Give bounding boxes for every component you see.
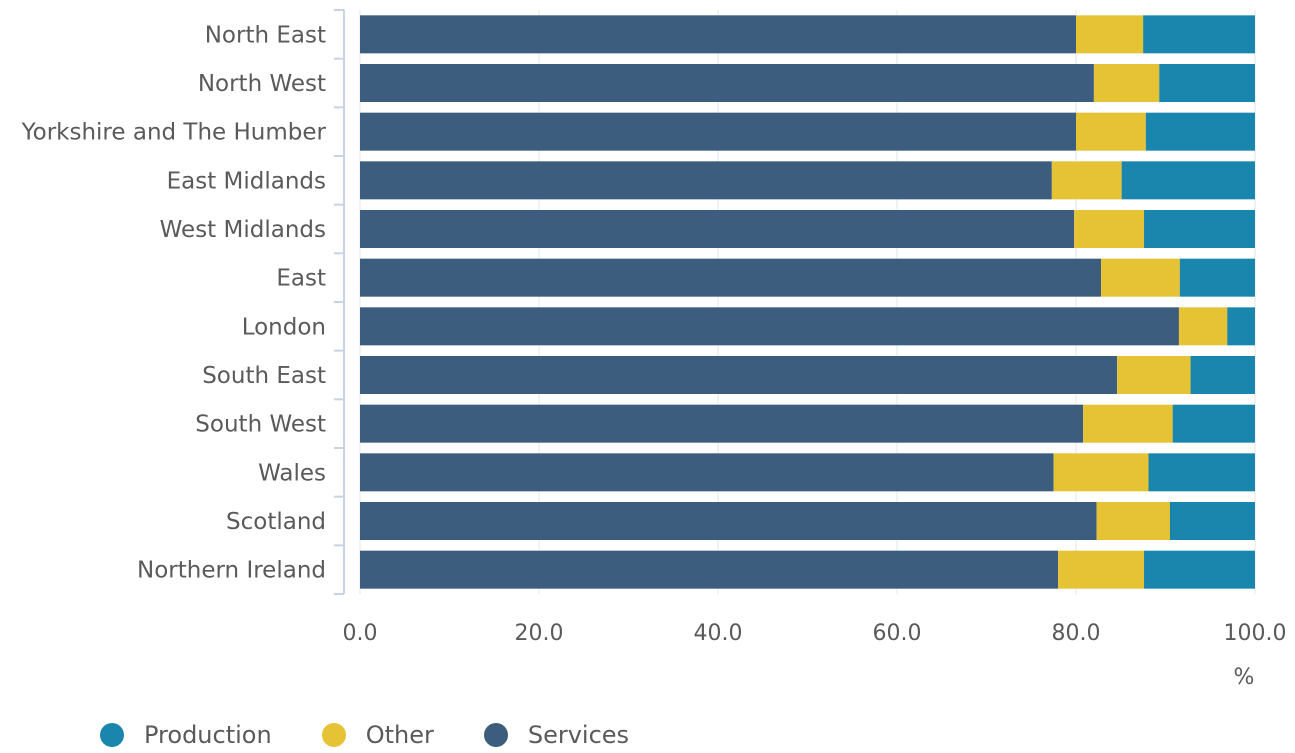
bar-production-scotland	[1169, 502, 1255, 540]
bar-other-west-midlands	[1074, 210, 1145, 248]
stacked-bar-chart: North East North West Yorkshire and The Hu…	[21, 9, 1287, 690]
category-labels: North East North West Yorkshire and The Hu…	[21, 22, 327, 583]
x-tick-label: 40.0	[694, 621, 743, 646]
x-axis-unit-label: %	[1234, 665, 1255, 690]
bar-other-north-west	[1093, 64, 1160, 102]
bar-services-wales	[360, 453, 1054, 492]
bar-other-east-midlands	[1051, 161, 1122, 200]
bar-production-london	[1227, 307, 1255, 346]
category-label: Scotland	[226, 509, 326, 535]
bar-production-west-midlands	[1144, 210, 1255, 248]
category-label: Northern Ireland	[137, 558, 326, 584]
category-label: Wales	[258, 460, 326, 486]
bar-services-scotland	[360, 502, 1097, 540]
category-label: East	[276, 266, 326, 292]
category-axis	[334, 9, 345, 595]
bar-production-south-west	[1172, 404, 1255, 443]
bar-services-northern-ireland	[360, 550, 1059, 589]
bar-other-south-east	[1117, 356, 1191, 394]
category-label: North West	[198, 71, 326, 97]
legend-item-services[interactable]: Services	[483, 721, 630, 749]
bar-services-south-east	[360, 356, 1118, 394]
legend-item-production[interactable]: Production	[100, 721, 272, 749]
x-tick-label: 80.0	[1052, 621, 1101, 646]
legend-swatch	[321, 723, 346, 747]
category-label: East Midlands	[167, 168, 326, 194]
x-tick-label: 0.0	[343, 621, 378, 646]
bar-other-london	[1178, 307, 1228, 346]
bar-services-north-east	[360, 15, 1076, 54]
x-tick-label: 20.0	[515, 621, 564, 646]
category-label: Yorkshire and The Humber	[21, 120, 327, 146]
bar-other-scotland	[1096, 502, 1170, 540]
x-axis-ticks: 0.0 20.0 40.0 60.0 80.0 100.0	[343, 621, 1287, 646]
gridlines	[359, 10, 1256, 594]
x-tick-label: 100.0	[1224, 621, 1287, 646]
bar-other-north-east	[1076, 15, 1144, 54]
category-label: North East	[205, 22, 326, 48]
legend-swatch	[483, 723, 508, 747]
bar-production-south-east	[1190, 356, 1255, 394]
bar-production-northern-ireland	[1144, 550, 1255, 589]
legend: Production Other Services	[100, 718, 679, 752]
bar-other-wales	[1053, 453, 1149, 492]
legend-item-other[interactable]: Other	[321, 721, 434, 749]
category-label: South West	[195, 412, 326, 438]
bar-other-south-west	[1083, 404, 1173, 443]
x-tick-label: 60.0	[873, 621, 922, 646]
bar-services-yorkshire-and-the-humber	[360, 112, 1076, 151]
bar-services-london	[360, 307, 1179, 346]
bar-services-east-midlands	[360, 161, 1052, 200]
bar-services-north-west	[360, 64, 1094, 102]
legend-label: Other	[365, 721, 434, 749]
bar-production-north-west	[1159, 64, 1255, 102]
bar-services-west-midlands	[360, 210, 1075, 248]
bar-other-yorkshire-and-the-humber	[1076, 112, 1146, 151]
category-label: South East	[202, 363, 326, 389]
bar-other-northern-ireland	[1058, 550, 1145, 589]
bar-production-north-east	[1143, 15, 1255, 54]
legend-swatch	[100, 723, 124, 747]
bar-other-east	[1101, 258, 1180, 297]
bar-production-yorkshire-and-the-humber	[1145, 112, 1255, 151]
bar-production-east-midlands	[1121, 161, 1255, 200]
bar-production-wales	[1148, 453, 1255, 492]
legend-label: Services	[527, 721, 630, 749]
bar-production-east	[1179, 258, 1255, 297]
bar-services-east	[360, 258, 1102, 297]
category-label: West Midlands	[160, 217, 326, 243]
category-label: London	[242, 314, 326, 340]
bars	[360, 15, 1255, 589]
legend-label: Production	[144, 721, 272, 749]
bar-services-south-west	[360, 404, 1084, 443]
